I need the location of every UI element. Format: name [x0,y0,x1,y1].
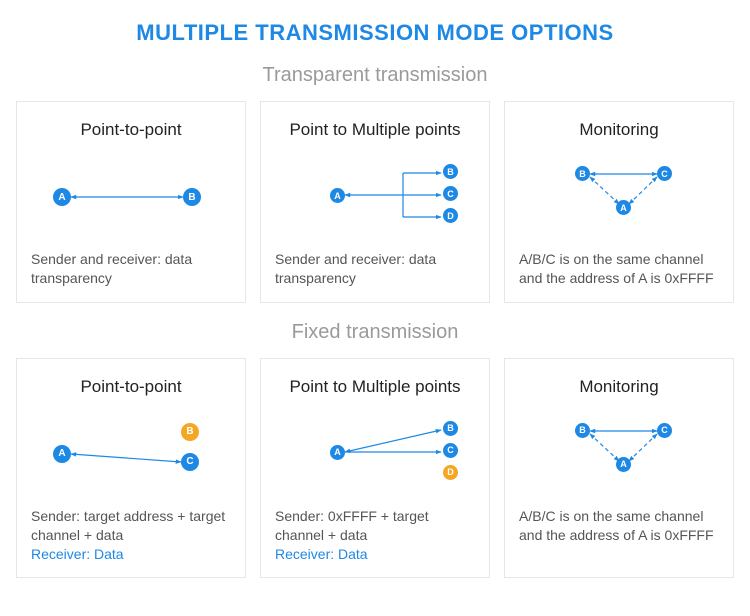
diagram-node: D [443,465,458,480]
diagram-node: A [53,445,71,463]
card-row: Point-to-point ABCSender: target address… [10,358,740,579]
diagram-node: B [443,421,458,436]
card-description-accent: Receiver: Data [31,545,231,564]
main-title: MULTIPLE TRANSMISSION MODE OPTIONS [10,20,740,46]
diagram: A BCD [275,156,475,236]
diagram-node: A [616,457,631,472]
diagram: B C A [519,156,719,236]
content-container: Transparent transmission Point-to-point A… [10,64,740,578]
card-description: Sender and receiver: data transparency [275,250,475,288]
card-title: Point-to-point [31,377,231,397]
card-title: Point-to-point [31,120,231,140]
card-title: Point to Multiple points [275,120,475,140]
card: Monitoring B C A A/B/C is on the same chann… [504,101,734,303]
section-title: Fixed transmission [10,321,740,344]
card: Monitoring B C A A/B/C is on the same chann… [504,358,734,579]
diagram-node: C [181,453,199,471]
card-description: Sender and receiver: data transparency [31,250,231,288]
diagram: A BC [31,413,231,493]
diagram-node: C [443,443,458,458]
card-row: Point-to-point ABSender and receiver: da… [10,101,740,303]
section-title: Transparent transmission [10,64,740,87]
diagram-node: A [53,188,71,206]
diagram-node: B [575,166,590,181]
card-title: Point to Multiple points [275,377,475,397]
diagram-node: B [575,423,590,438]
card-title: Monitoring [519,120,719,140]
card-description: A/B/C is on the same channel and the add… [519,250,719,288]
diagram-node: C [657,423,672,438]
card-description: Sender: target address + target channel … [31,507,231,564]
diagram-node: D [443,208,458,223]
card: Point-to-point A BC Sender: target address… [16,358,246,579]
card: Point to Multiple points A BCD Sender and … [260,101,490,303]
diagram-node: B [181,423,199,441]
diagram: B C A [519,413,719,493]
card-description: A/B/C is on the same channel and the add… [519,507,719,545]
diagram-node: B [183,188,201,206]
card-description: Sender: 0xFFFF + target channel + dataRe… [275,507,475,564]
diagram-node: A [330,188,345,203]
diagram-node: C [443,186,458,201]
diagram-node: A [330,445,345,460]
card-description-accent: Receiver: Data [275,545,475,564]
card-title: Monitoring [519,377,719,397]
diagram: A BCD [275,413,475,493]
card: Point to Multiple points A BCD Sender: 0xF… [260,358,490,579]
diagram-node: C [657,166,672,181]
card: Point-to-point ABSender and receiver: da… [16,101,246,303]
diagram-node: A [616,200,631,215]
diagram: AB [31,156,231,236]
diagram-node: B [443,164,458,179]
